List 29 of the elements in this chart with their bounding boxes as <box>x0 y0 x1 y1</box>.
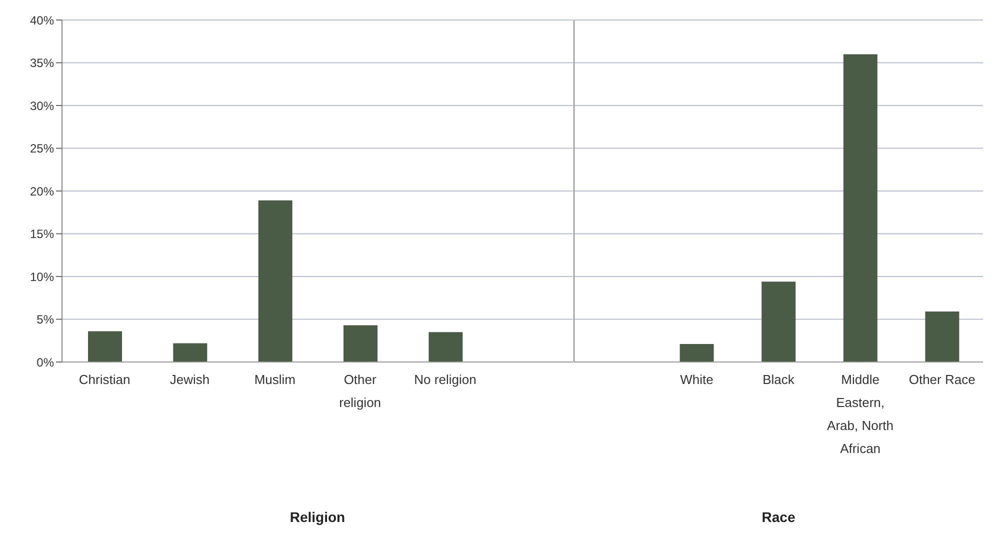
y-tick-label: 25% <box>30 142 54 156</box>
x-tick-label: Muslim <box>254 372 296 387</box>
y-tick-label: 15% <box>30 227 54 242</box>
bar <box>925 312 960 362</box>
x-axis-title: Religion <box>290 509 346 525</box>
x-tick-label: No religion <box>414 372 476 387</box>
bar <box>344 325 378 362</box>
x-tick-label: Jewish <box>170 372 210 387</box>
x-axis-title: Race <box>762 509 796 525</box>
x-tick-label: Middle Eastern, Arab, North African <box>827 372 894 456</box>
y-tick-label: 20% <box>30 184 54 198</box>
bar <box>843 54 878 362</box>
y-tick-label: 35% <box>30 56 54 70</box>
y-tick-label: 0% <box>36 355 54 370</box>
bar <box>88 331 122 362</box>
bar <box>680 344 714 362</box>
bar <box>258 200 292 362</box>
y-tick-label: 5% <box>36 312 54 327</box>
bar <box>762 282 796 362</box>
x-tick-label: Other Race <box>908 372 976 387</box>
bar <box>428 332 463 362</box>
x-tick-label: White <box>680 372 714 387</box>
y-tick-label: 10% <box>30 270 54 284</box>
bar <box>173 343 208 362</box>
x-tick-label: Black <box>762 372 795 387</box>
y-tick-label: 40% <box>30 13 54 28</box>
x-tick-label: Christian <box>78 372 130 387</box>
x-tick-label: Other religion <box>339 372 382 410</box>
y-tick-label: 30% <box>30 98 54 113</box>
